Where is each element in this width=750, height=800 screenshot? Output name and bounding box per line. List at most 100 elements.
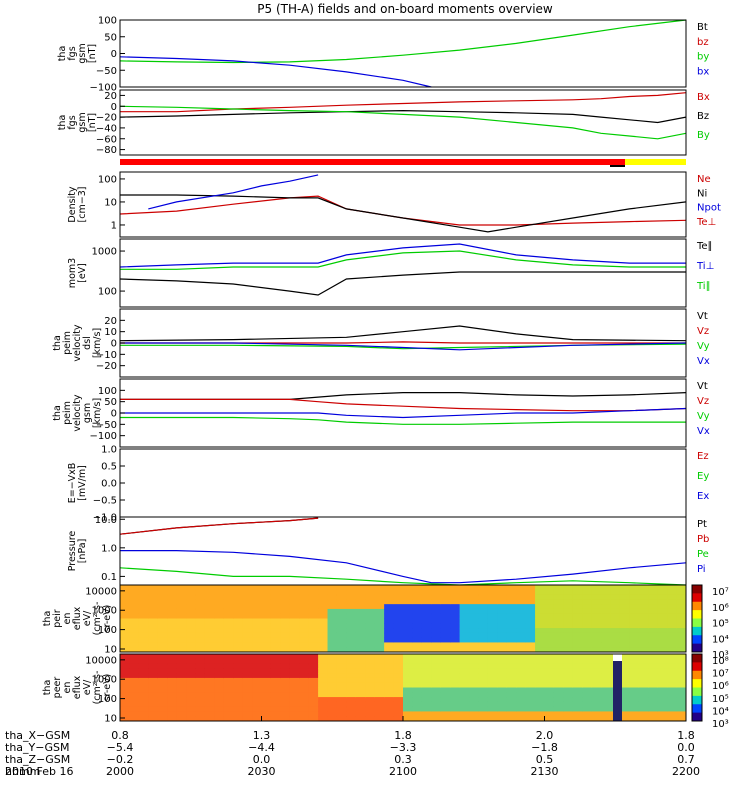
heatmap-cell — [120, 701, 130, 708]
y-axis-label: gsm — [77, 112, 88, 132]
heatmap-cell — [129, 628, 140, 634]
heatmap-cell — [308, 599, 319, 605]
heatmap-cell — [252, 673, 262, 679]
x-axis-value: 0.5 — [536, 753, 554, 766]
heatmap-cell — [497, 604, 508, 610]
heatmap-cell — [148, 594, 159, 600]
heatmap-cell — [176, 618, 187, 624]
heatmap-cell — [167, 692, 178, 698]
heatmap-cell — [167, 687, 178, 693]
heatmap-cell — [412, 618, 423, 624]
heatmap-cell — [214, 599, 225, 605]
heatmap-cell — [148, 585, 159, 591]
heatmap-cell — [270, 642, 281, 648]
heatmap-cell — [478, 687, 489, 693]
heatmap-cell — [280, 594, 291, 600]
heatmap-cell — [204, 706, 215, 712]
heatmap-cell — [582, 716, 593, 722]
heatmap-cell — [667, 663, 678, 669]
heatmap-cell — [195, 668, 206, 674]
heatmap-cell — [582, 697, 593, 703]
heatmap-cell — [610, 594, 621, 600]
heatmap-cell — [223, 618, 234, 624]
heatmap-cell — [280, 682, 291, 688]
heatmap-cell — [261, 706, 272, 712]
heatmap-cell — [535, 687, 545, 693]
heatmap-cell — [403, 585, 413, 591]
heatmap-cell — [572, 682, 583, 688]
heatmap-cell — [421, 637, 432, 643]
heatmap-cell — [195, 637, 206, 643]
heatmap-cell — [148, 706, 159, 712]
heatmap-cell — [591, 589, 602, 596]
heatmap-cell — [242, 687, 253, 693]
heatmap-cell — [553, 687, 564, 693]
heatmap-cell — [403, 711, 413, 717]
heatmap-cell — [487, 594, 498, 600]
heatmap-cell — [233, 632, 244, 639]
heatmap-cell — [233, 682, 244, 688]
heatmap-cell — [431, 632, 442, 639]
heatmap-cell — [440, 608, 451, 615]
y-tick-label: 0.1 — [101, 572, 117, 583]
heatmap-cell — [516, 673, 527, 679]
heatmap-cell — [676, 658, 687, 665]
heatmap-cell — [619, 654, 630, 660]
heatmap-cell — [563, 663, 574, 669]
heatmap-cell — [223, 658, 234, 665]
heatmap-cell — [384, 706, 395, 712]
heatmap-cell — [469, 673, 479, 679]
heatmap-cell — [336, 668, 347, 674]
heatmap-cell — [346, 585, 357, 591]
heatmap-cell — [327, 642, 338, 648]
heatmap-cell — [242, 637, 253, 643]
heatmap-cell — [223, 706, 234, 712]
heatmap-cell — [186, 687, 196, 693]
heatmap-cell — [487, 604, 498, 610]
heatmap-cell — [129, 716, 140, 722]
heatmap-cell — [204, 682, 215, 688]
heatmap-cell — [129, 589, 140, 596]
heatmap-cell — [138, 608, 149, 615]
heatmap-cell — [610, 623, 621, 629]
heatmap-cell — [553, 692, 564, 698]
heatmap-cell — [384, 654, 395, 660]
heatmap-cell — [648, 716, 659, 722]
heatmap-cell — [299, 706, 310, 712]
heatmap-cell — [478, 711, 489, 717]
heatmap-cell — [610, 618, 621, 624]
heatmap-cell — [308, 668, 319, 674]
heatmap-cell — [516, 697, 527, 703]
heatmap-cell — [629, 632, 640, 639]
heatmap-cell — [676, 589, 687, 596]
heatmap-cell — [582, 618, 593, 624]
heatmap-cell — [403, 599, 413, 605]
heatmap-cell — [318, 589, 329, 596]
heatmap-cell — [638, 647, 649, 653]
heatmap-cell — [214, 701, 225, 708]
heatmap-cell — [233, 608, 244, 615]
heatmap-cell — [346, 654, 357, 660]
heatmap-cell — [591, 594, 602, 600]
heatmap-cell — [667, 613, 678, 619]
heatmap-cell — [327, 716, 338, 722]
y-axis-label: fgs — [67, 46, 78, 60]
heatmap-cell — [393, 642, 404, 648]
heatmap-cell — [563, 632, 574, 639]
heatmap-cell — [582, 692, 593, 698]
heatmap-cell — [487, 663, 498, 669]
heatmap-cell — [535, 647, 545, 653]
heatmap-cell — [148, 608, 159, 615]
heatmap-cell — [525, 673, 536, 679]
heatmap-cell — [667, 599, 678, 605]
heatmap-cell — [601, 608, 612, 615]
heatmap-cell — [648, 677, 659, 684]
heatmap-cell — [421, 613, 432, 619]
heatmap-cell — [478, 692, 489, 698]
heatmap-cell — [289, 701, 300, 708]
heatmap-cell — [120, 628, 130, 634]
heatmap-cell — [289, 613, 300, 619]
heatmap-cell — [601, 589, 612, 596]
heatmap-cell — [450, 692, 461, 698]
